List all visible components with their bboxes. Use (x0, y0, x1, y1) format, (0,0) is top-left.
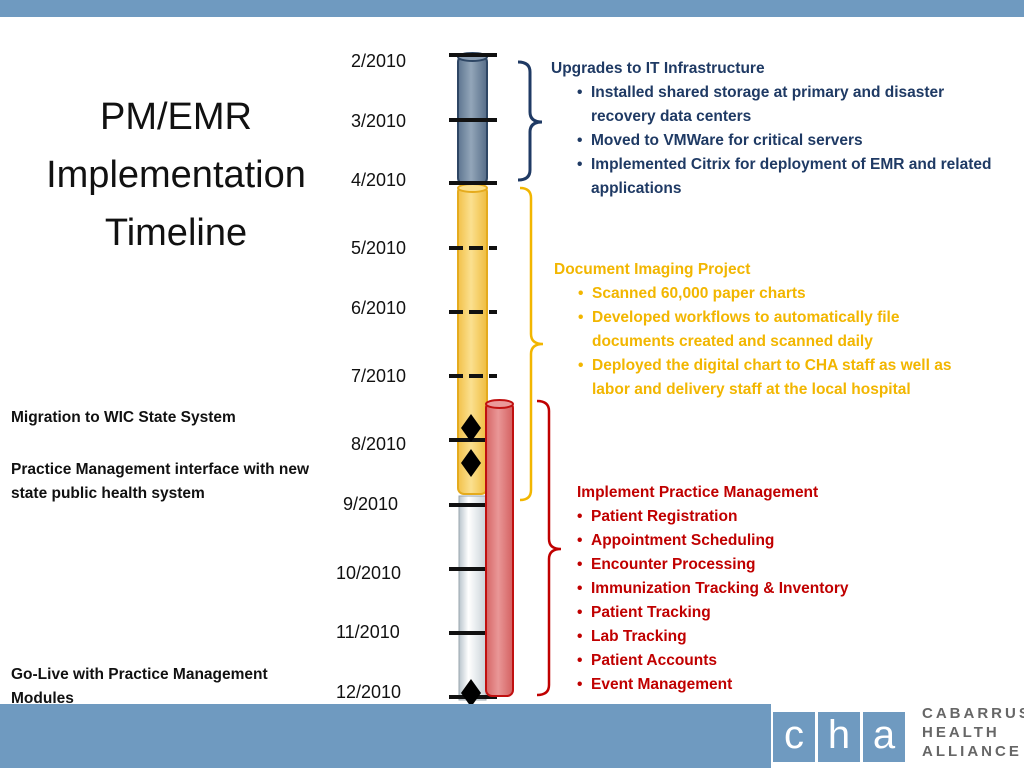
date-label-10-2010: 10/2010 (336, 563, 402, 583)
pm-item-5: Patient Tracking (577, 601, 937, 625)
imaging-item-2: Developed workflows to automatically fil… (578, 306, 984, 354)
pm-item-2: Appointment Scheduling (577, 529, 937, 553)
date-label-11-2010: 11/2010 (336, 622, 400, 642)
date-label-4-2010: 4/2010 (351, 170, 407, 190)
logo-letter-c: c (773, 712, 815, 762)
document-imaging-title: Document Imaging Project (554, 261, 751, 278)
pm-phase-cap (485, 399, 514, 409)
imaging-phase-cap (457, 183, 488, 193)
practice-management-panel: Implement Practice Management Patient Re… (577, 481, 937, 697)
practice-management-title: Implement Practice Management (577, 484, 819, 501)
date-label-8-2010: 8/2010 (351, 434, 407, 454)
timeline-base-bar (458, 495, 487, 701)
date-label-9-2010: 9/2010 (343, 494, 399, 514)
date-label-2-2010: 2/2010 (351, 51, 407, 71)
document-imaging-panel: Document Imaging Project Scanned 60,000 … (554, 258, 984, 402)
pm-item-4: Immunization Tracking & Inventory (577, 577, 937, 601)
pm-item-1: Patient Registration (577, 505, 937, 529)
pm-item-3: Encounter Processing (577, 553, 937, 577)
title-line-3: Timeline (104, 212, 248, 254)
imaging-phase-brace (519, 186, 544, 502)
logo-letter-h: h (818, 712, 860, 762)
logo-text-line-2: HEALTH (922, 724, 1000, 741)
logo-wordmark: CABARRUS HEALTH ALLIANCE (922, 704, 1024, 761)
it-phase-brace (517, 60, 543, 182)
date-label-7-2010: 7/2010 (351, 366, 407, 386)
imaging-phase-bar (457, 185, 488, 495)
date-label-6-2010: 6/2010 (351, 298, 407, 318)
milestone-wic-label: Migration to WIC State System (11, 409, 236, 426)
date-ticks (449, 53, 497, 699)
milestone-diamond-golive (461, 679, 481, 707)
milestone-interface-label: Practice Management interface with new s… (11, 461, 310, 502)
title-line-2: Implementation (46, 154, 306, 196)
logo-text-line-1: CABARRUS (922, 705, 1024, 722)
imaging-item-3: Deployed the digital chart to CHA staff … (578, 354, 984, 402)
it-item-1: Installed shared storage at primary and … (577, 81, 996, 129)
it-infrastructure-panel: Upgrades to IT Infrastructure Installed … (551, 57, 996, 201)
it-item-2: Moved to VMWare for critical servers (577, 129, 996, 153)
date-label-3-2010: 3/2010 (351, 111, 407, 131)
date-label-12-2010: 12/2010 (336, 682, 402, 702)
logo-letter-a: a (863, 712, 905, 762)
pm-phase-bar (485, 401, 514, 697)
it-item-3: Implemented Citrix for deployment of EMR… (577, 153, 996, 201)
pm-phase-brace (536, 399, 562, 697)
top-banner (0, 0, 1024, 17)
pm-item-8: Event Management (577, 673, 937, 697)
milestone-diamond-interface (461, 449, 481, 477)
imaging-item-1: Scanned 60,000 paper charts (578, 282, 984, 306)
milestone-diamond-wic (461, 414, 481, 442)
date-label-5-2010: 5/2010 (351, 238, 407, 258)
pm-item-7: Patient Accounts (577, 649, 937, 673)
logo-text-line-3: ALLIANCE (922, 743, 1022, 760)
it-infrastructure-title: Upgrades to IT Infrastructure (551, 60, 765, 77)
pm-item-6: Lab Tracking (577, 625, 937, 649)
milestone-golive-label: Go-Live with Practice Management Modules (11, 666, 268, 707)
slide-title: PM/EMR Implementation Timeline (0, 88, 352, 262)
title-line-1: PM/EMR (100, 96, 252, 138)
